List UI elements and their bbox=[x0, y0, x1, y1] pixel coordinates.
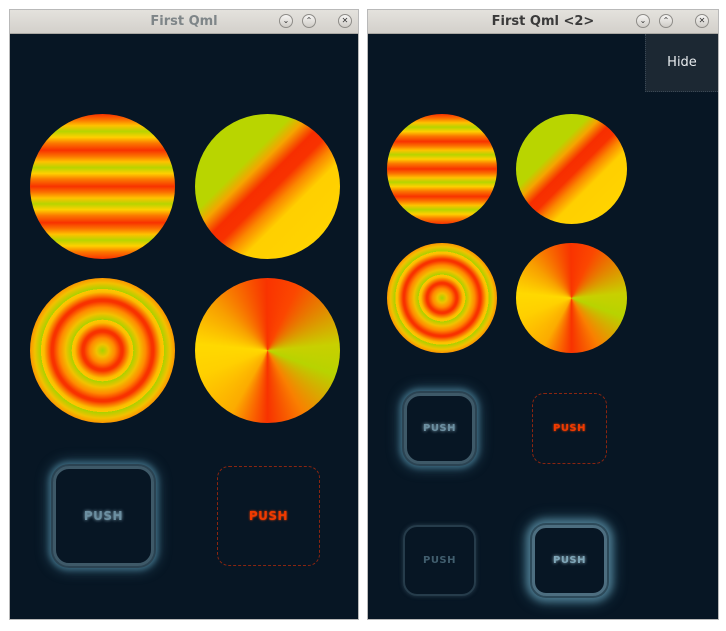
window-first-qml-2: First Qml <2> ⌄ ⌃ ✕ Hide PUSH PUSH PUSH … bbox=[367, 9, 719, 620]
conical-gradient-circle bbox=[516, 243, 627, 353]
minimize-icon[interactable]: ⌄ bbox=[636, 14, 650, 28]
window-content: Hide PUSH PUSH PUSH PUSH bbox=[368, 34, 718, 619]
conical-gradient-circle bbox=[195, 278, 340, 423]
minimize-icon[interactable]: ⌄ bbox=[279, 14, 293, 28]
window-title: First Qml bbox=[150, 14, 218, 29]
diagonal-gradient-circle bbox=[516, 114, 627, 224]
hide-button[interactable]: Hide bbox=[645, 34, 718, 92]
close-icon[interactable]: ✕ bbox=[695, 14, 709, 28]
window-title: First Qml <2> bbox=[491, 14, 595, 29]
push-button-dotted[interactable]: PUSH bbox=[532, 393, 607, 464]
linear-gradient-circle bbox=[387, 114, 497, 224]
radial-gradient-circle bbox=[30, 278, 175, 423]
push-button-faint[interactable]: PUSH bbox=[403, 525, 476, 596]
titlebar[interactable]: First Qml <2> ⌄ ⌃ ✕ bbox=[368, 10, 718, 34]
linear-gradient-circle bbox=[30, 114, 175, 259]
radial-gradient-circle bbox=[387, 243, 497, 353]
push-button[interactable]: PUSH bbox=[404, 393, 475, 464]
push-button-pressed[interactable]: PUSH bbox=[532, 525, 607, 596]
diagonal-gradient-circle bbox=[195, 114, 340, 259]
titlebar[interactable]: First Qml ⌄ ⌃ ✕ bbox=[10, 10, 358, 34]
maximize-icon[interactable]: ⌃ bbox=[302, 14, 316, 28]
push-button-dotted[interactable]: PUSH bbox=[217, 466, 320, 566]
close-icon[interactable]: ✕ bbox=[338, 14, 352, 28]
push-button[interactable]: PUSH bbox=[53, 466, 154, 566]
maximize-icon[interactable]: ⌃ bbox=[659, 14, 673, 28]
window-first-qml: First Qml ⌄ ⌃ ✕ PUSH PUSH bbox=[9, 9, 359, 620]
window-content: PUSH PUSH bbox=[10, 34, 358, 619]
